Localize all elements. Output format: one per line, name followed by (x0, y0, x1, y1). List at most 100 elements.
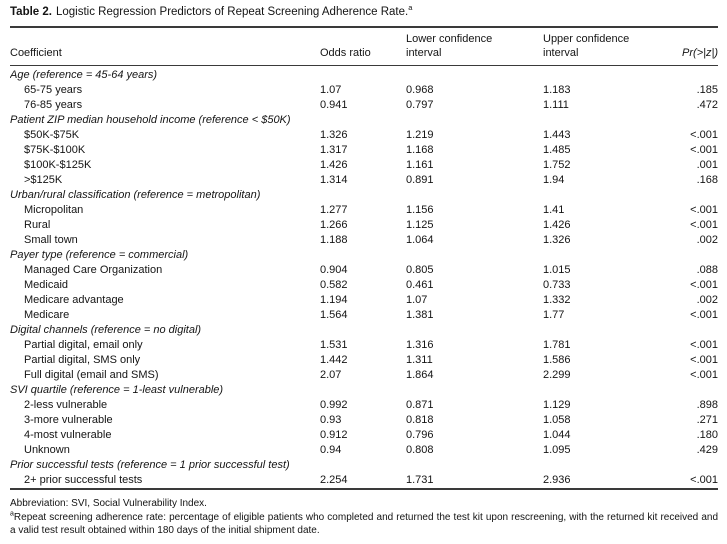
section-header-row: Age (reference = 45-64 years) (10, 66, 718, 84)
odds-ratio-cell: 1.564 (320, 309, 348, 321)
p-value-cell: <.001 (690, 309, 718, 321)
table-row: 3-more vulnerable 0.93 0.818 1.058 .271 (10, 413, 718, 428)
lower-ci-cell: 1.125 (406, 219, 434, 231)
column-header-lower-ci: Lower confidence interval (406, 27, 543, 66)
odds-ratio-cell: 1.317 (320, 144, 348, 156)
lower-ci-cell: 0.818 (406, 414, 434, 426)
lower-ci-cell: 0.891 (406, 174, 434, 186)
p-value-cell: .429 (696, 444, 718, 456)
odds-ratio-cell: 0.941 (320, 99, 348, 111)
lower-ci-cell: 1.864 (406, 369, 434, 381)
p-value-cell: .001 (696, 159, 718, 171)
table-number: Table 2. (10, 6, 52, 18)
footnote-text: Repeat screening adherence rate: percent… (10, 511, 718, 537)
table-row: 76-85 years 0.941 0.797 1.111 .472 (10, 98, 718, 113)
odds-ratio-cell: 1.266 (320, 219, 348, 231)
lower-ci-cell: 1.156 (406, 204, 434, 216)
table-title: Table 2. Logistic Regression Predictors o… (10, 4, 718, 19)
odds-ratio-cell: 1.07 (320, 84, 342, 96)
coefficient-cell: Micropolitan (24, 204, 84, 216)
upper-ci-cell: 1.426 (543, 219, 571, 231)
table-footnotes: Abbreviation: SVI, Social Vulnerability … (10, 497, 718, 538)
odds-ratio-cell: 0.93 (320, 414, 342, 426)
upper-ci-cell: 1.77 (543, 309, 565, 321)
coefficient-cell: 2+ prior successful tests (24, 474, 143, 486)
column-header-p-value-label: Pr(>|z|) (682, 46, 718, 59)
table-row: Full digital (email and SMS) 2.07 1.864 2.2… (10, 368, 718, 383)
column-header-upper-ci: Upper confidence interval (543, 27, 673, 66)
odds-ratio-cell: 1.531 (320, 339, 348, 351)
coefficient-cell: Managed Care Organization (24, 264, 163, 276)
section-header-label: Payer type (reference = commercial) (10, 249, 189, 261)
column-header-odds-ratio: Odds ratio (320, 27, 406, 66)
coefficient-cell: 4-most vulnerable (24, 429, 112, 441)
lower-ci-cell: 1.311 (406, 354, 433, 366)
table-row: $75K-$100K 1.317 1.168 1.485 <.001 (10, 143, 718, 158)
coefficient-cell: 3-more vulnerable (24, 414, 113, 426)
odds-ratio-cell: 1.188 (320, 234, 348, 246)
lower-ci-cell: 1.316 (406, 339, 434, 351)
upper-ci-cell: 1.129 (543, 399, 571, 411)
table-row: 65-75 years 1.07 0.968 1.183 .185 (10, 83, 718, 98)
odds-ratio-cell: 0.94 (320, 444, 342, 456)
footnote-superscript: a (10, 510, 14, 518)
upper-ci-cell: 1.015 (543, 264, 571, 276)
coefficient-cell: Medicare (24, 309, 70, 321)
upper-ci-cell: 1.94 (543, 174, 565, 186)
lower-ci-cell: 1.161 (406, 159, 434, 171)
column-header-coefficient: Coefficient (10, 27, 320, 66)
odds-ratio-cell: 1.442 (320, 354, 348, 366)
odds-ratio-cell: 0.912 (320, 429, 348, 441)
table-row: Medicare 1.564 1.381 1.77 <.001 (10, 308, 718, 323)
p-value-cell: .185 (696, 84, 718, 96)
lower-ci-cell: 0.461 (406, 279, 434, 291)
p-value-cell: .002 (696, 294, 718, 306)
table-body: Age (reference = 45-64 years) 65-75 years… (10, 66, 718, 490)
p-value-cell: <.001 (690, 144, 718, 156)
table-row: Partial digital, email only 1.531 1.316 1.7… (10, 338, 718, 353)
table-footnote-a: aRepeat screening adherence rate: percen… (10, 510, 718, 538)
section-header-label: Patient ZIP median household income (ref… (10, 114, 291, 126)
upper-ci-cell: 1.781 (543, 339, 571, 351)
section-header-row: Payer type (reference = commercial) (10, 248, 718, 263)
coefficient-cell: 65-75 years (24, 84, 83, 96)
coefficient-cell: Medicare advantage (24, 294, 124, 306)
odds-ratio-cell: 0.992 (320, 399, 348, 411)
odds-ratio-cell: 2.07 (320, 369, 342, 381)
section-header-label: Digital channels (reference = no digital… (10, 324, 202, 336)
coefficient-cell: Small town (24, 234, 78, 246)
table-row: 2-less vulnerable 0.992 0.871 1.129 .898 (10, 398, 718, 413)
odds-ratio-cell: 2.254 (320, 474, 348, 486)
coefficient-cell: Medicaid (24, 279, 69, 291)
column-header-lower-ci-label: Lower confidence interval (406, 33, 493, 59)
column-header-p-value: Pr(>|z|) (673, 27, 718, 66)
upper-ci-cell: 1.41 (543, 204, 565, 216)
abbreviation-note: Abbreviation: SVI, Social Vulnerability … (10, 498, 207, 509)
upper-ci-cell: 1.485 (543, 144, 571, 156)
table-row: Partial digital, SMS only 1.442 1.311 1.586… (10, 353, 718, 368)
table-row: $50K-$75K 1.326 1.219 1.443 <.001 (10, 128, 718, 143)
lower-ci-cell: 0.808 (406, 444, 434, 456)
table-row: 2+ prior successful tests 2.254 1.731 2.936… (10, 473, 718, 489)
upper-ci-cell: 1.183 (543, 84, 571, 96)
section-header-label: Age (reference = 45-64 years) (10, 69, 158, 81)
p-value-cell: .002 (696, 234, 718, 246)
upper-ci-cell: 1.095 (543, 444, 571, 456)
p-value-cell: .898 (696, 399, 718, 411)
section-header-row: SVI quartile (reference = 1-least vulner… (10, 383, 718, 398)
table-row: Unknown 0.94 0.808 1.095 .429 (10, 443, 718, 458)
lower-ci-cell: 1.381 (406, 309, 434, 321)
odds-ratio-cell: 1.194 (320, 294, 348, 306)
p-value-cell: <.001 (690, 369, 718, 381)
logistic-regression-table: Coefficient Odds ratio Lower confidence … (10, 26, 718, 490)
section-header-row: Urban/rural classification (reference = … (10, 188, 718, 203)
lower-ci-cell: 0.797 (406, 99, 434, 111)
table-caption: Logistic Regression Predictors of Repeat… (55, 6, 409, 18)
column-header-upper-ci-label: Upper confidence interval (543, 33, 630, 59)
odds-ratio-cell: 1.277 (320, 204, 348, 216)
table-row: $100K-$125K 1.426 1.161 1.752 .001 (10, 158, 718, 173)
upper-ci-cell: 2.936 (543, 474, 571, 486)
upper-ci-cell: 1.058 (543, 414, 571, 426)
lower-ci-cell: 1.064 (406, 234, 434, 246)
